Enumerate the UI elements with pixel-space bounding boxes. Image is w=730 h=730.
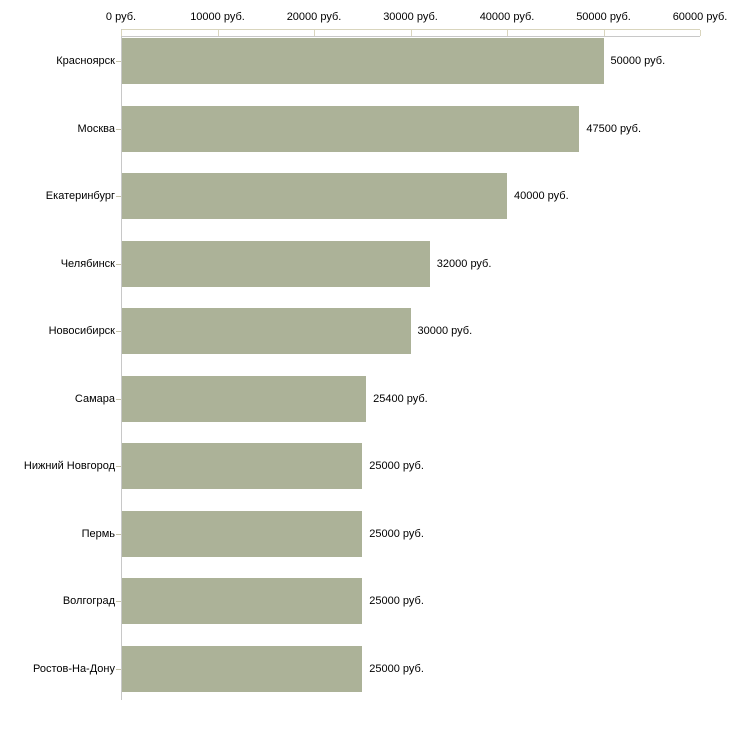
category-tick-mark bbox=[116, 196, 121, 197]
x-axis-tick-mark bbox=[410, 30, 412, 36]
x-axis-tick-mark bbox=[217, 30, 219, 36]
x-axis-tick-label: 10000 руб. bbox=[190, 11, 245, 23]
value-label: 25000 руб. bbox=[369, 595, 424, 607]
y-axis-line bbox=[121, 29, 122, 700]
bar bbox=[122, 105, 580, 152]
category-label: Самара bbox=[74, 392, 115, 405]
category-tick-mark bbox=[116, 533, 121, 535]
category-label: Ростов-На-Дону bbox=[32, 662, 115, 675]
category-tick-mark bbox=[116, 466, 121, 467]
bar bbox=[122, 38, 604, 84]
category-tick-mark bbox=[116, 61, 121, 62]
category-label: Красноярск bbox=[56, 55, 115, 67]
category-tick-mark bbox=[116, 263, 121, 265]
x-axis-tick-mark bbox=[121, 30, 122, 36]
bar bbox=[122, 173, 507, 219]
bar bbox=[122, 510, 363, 557]
bar bbox=[122, 375, 367, 422]
category-label: Пермь bbox=[81, 527, 115, 540]
bar bbox=[122, 645, 363, 692]
category-tick-mark bbox=[116, 331, 121, 332]
x-axis-tick-mark bbox=[603, 30, 605, 36]
x-axis-tick-label: 40000 руб. bbox=[479, 11, 535, 23]
category-tick-mark bbox=[116, 398, 121, 400]
bar bbox=[122, 443, 363, 489]
bar bbox=[122, 578, 363, 624]
value-label: 25400 руб. bbox=[373, 392, 428, 405]
value-label: 32000 руб. bbox=[436, 257, 492, 270]
value-label: 50000 руб. bbox=[610, 55, 666, 67]
x-axis-tick-mark bbox=[507, 30, 508, 36]
category-label: Екатеринбург bbox=[45, 190, 115, 202]
value-label: 40000 руб. bbox=[514, 190, 569, 202]
bar bbox=[122, 308, 411, 354]
category-label: Москва bbox=[77, 122, 115, 135]
value-label: 25000 руб. bbox=[369, 527, 424, 540]
value-label: 25000 руб. bbox=[369, 662, 424, 675]
x-axis-tick-mark bbox=[700, 30, 701, 36]
x-axis-tick-label: 50000 руб. bbox=[576, 11, 631, 23]
bar bbox=[122, 240, 430, 287]
plot-area-top-border bbox=[121, 36, 700, 37]
x-axis-tick-mark bbox=[314, 30, 315, 36]
value-label: 47500 руб. bbox=[586, 122, 641, 135]
category-label: Челябинск bbox=[60, 257, 115, 270]
category-label: Волгоград bbox=[62, 595, 115, 607]
x-axis-tick-label: 60000 руб. bbox=[672, 11, 728, 23]
x-axis-line bbox=[121, 29, 700, 30]
category-label: Новосибирск bbox=[48, 325, 115, 337]
category-tick-mark bbox=[116, 668, 121, 670]
category-tick-mark bbox=[116, 601, 121, 602]
value-label: 25000 руб. bbox=[369, 460, 424, 472]
x-axis-tick-label: 30000 руб. bbox=[383, 11, 438, 23]
x-axis-tick-label: 20000 руб. bbox=[286, 11, 342, 23]
category-tick-mark bbox=[116, 128, 121, 130]
category-label: Нижний Новгород bbox=[23, 460, 115, 472]
x-axis-tick-label: 0 руб. bbox=[105, 11, 137, 23]
value-label: 30000 руб. bbox=[417, 325, 473, 337]
